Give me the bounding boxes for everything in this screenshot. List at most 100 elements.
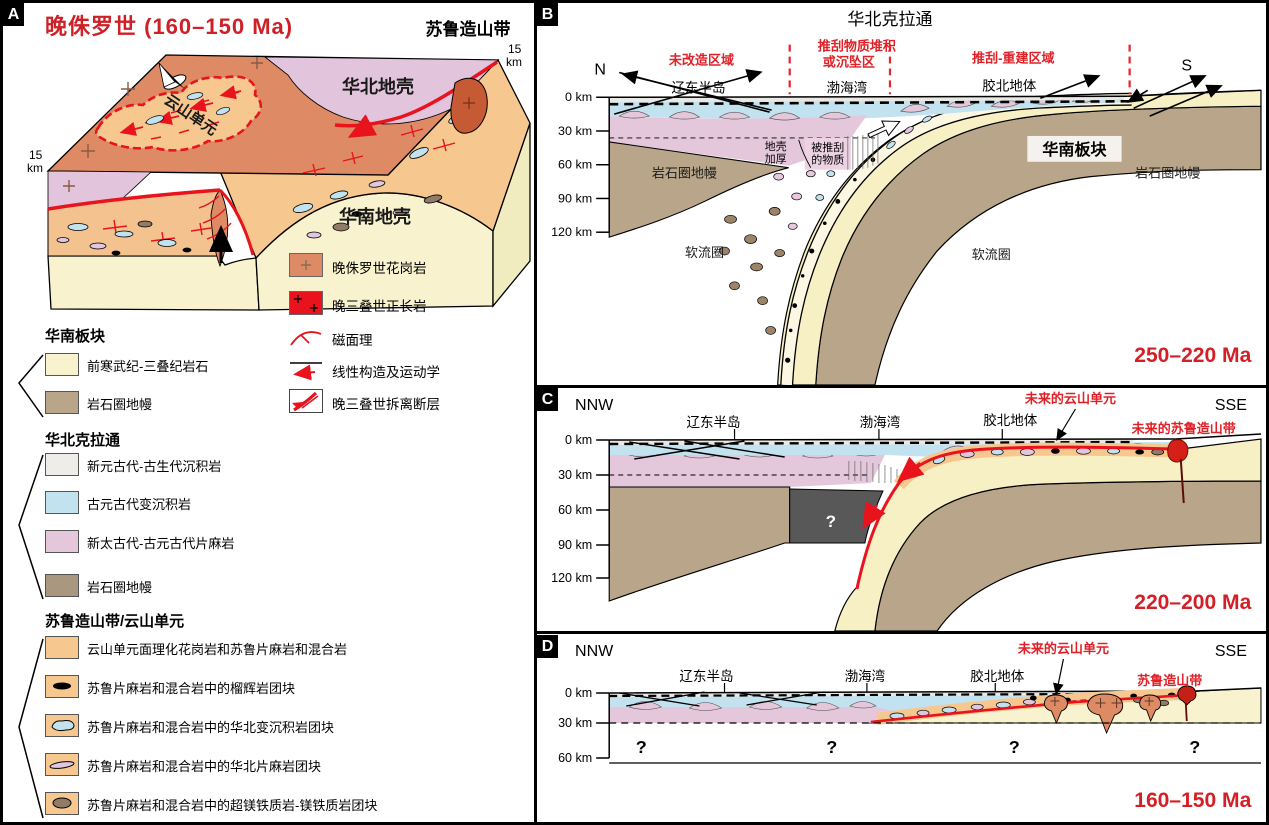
yunshan-unit-region (94, 75, 263, 152)
ncc-mantle-wedge (608, 141, 789, 238)
delaminated-blocks (719, 170, 836, 335)
kinematic-arrows (613, 69, 1223, 117)
label-nnw: NNW (575, 396, 614, 414)
legend-item-label: 晚三叠世拆离断层 (332, 397, 440, 412)
detachment-red-arrows (862, 456, 925, 530)
panel-b-age: 250–220 Ma (1134, 344, 1251, 367)
label-south-china-plate: 华南板块 (1042, 140, 1106, 159)
bold-dashed-line (609, 692, 1096, 698)
legend-header-sulu: 苏鲁造山带/云山单元 (45, 613, 185, 630)
label-mantle-left: 岩石圈地幔 (652, 166, 717, 181)
legend-item-label: 岩石圈地幔 (87, 397, 153, 412)
swatch-nc-gneiss-block (45, 753, 79, 776)
label-sse: SSE (1215, 396, 1247, 414)
yunshan-blue-slivers (146, 92, 231, 125)
legend-item-label: 苏鲁片麻岩和混合岩中的华北变沉积岩团块 (87, 720, 335, 735)
depth-labels: 0 km 30 km 60 km (558, 686, 592, 765)
svg-text:胶北地体: 胶北地体 (970, 668, 1025, 684)
slab-motion-arrow (867, 120, 901, 139)
surface-faults (619, 691, 823, 707)
place-labels: 辽东半岛 渤海湾 胶北地体 (671, 77, 1036, 95)
svg-text:30 km: 30 km (558, 468, 592, 482)
label-scraped-1: 被推刮 (811, 140, 844, 154)
question-mark: ? (826, 512, 836, 531)
legend-brackets (18, 354, 44, 819)
panel-c-cross-section: ? (551, 391, 1262, 631)
svg-text:0 km: 0 km (565, 433, 592, 447)
place-ticks (723, 683, 996, 692)
panel-a-block-diagram: 华北地壳 云山单元 华南地壳 苏鲁造山带 15 km 15 km (27, 19, 531, 311)
label-future-sulu: 未来的苏鲁造山带 (1131, 421, 1236, 436)
svg-text:90 km: 90 km (558, 191, 592, 205)
surface-faults (629, 440, 785, 460)
svg-text:0 km: 0 km (565, 686, 592, 700)
granite-plutons (1043, 685, 1197, 735)
panel-b-cross-section: 0 km 30 km 60 km 90 km 120 km 华北克拉通 N S … (551, 10, 1262, 385)
scale-right-km: km (506, 55, 522, 69)
panel-divider-cd (534, 631, 1266, 634)
future-yunshan-arrow (1053, 658, 1065, 696)
svg-text:辽东半岛: 辽东半岛 (686, 415, 740, 430)
svg-text:90 km: 90 km (558, 538, 592, 552)
place-labels: 辽东半岛 渤海湾 胶北地体 (679, 668, 1024, 684)
label-sse: SSE (1215, 642, 1247, 660)
panel-b-badge: B (537, 3, 558, 26)
legend-item-label: 线性构造及运动学 (332, 365, 440, 380)
panel-a-badge: A (3, 3, 24, 26)
future-yunshan-arrow (1056, 408, 1076, 442)
legend-item-label: 磁面理 (332, 333, 373, 348)
scraped-material-zone (798, 132, 879, 170)
panel-c-badge: C (537, 388, 558, 411)
swatch-paleoproterozoic-metased (45, 491, 79, 514)
depth-axis (596, 96, 610, 233)
swatch-yunshan-granite (45, 636, 79, 659)
label-nnw: NNW (575, 642, 614, 660)
svg-text:胶北地体: 胶北地体 (982, 77, 1037, 93)
svg-text:推刮物质堆积: 推刮物质堆积 (818, 39, 896, 54)
svg-text:渤海湾: 渤海湾 (860, 414, 901, 430)
swatch-precambrian-triassic (45, 353, 79, 376)
svg-text:?: ? (636, 737, 647, 757)
depth-axis (596, 439, 610, 579)
scale-left-15: 15 (29, 148, 43, 162)
zone-labels: 未改造区域 推刮物质堆积 或沉坠区 推刮-重建区域 (668, 39, 1055, 70)
slab-crust (777, 89, 1262, 385)
svg-text:60 km: 60 km (558, 158, 592, 172)
label-asthenosphere-right: 软流圈 (972, 247, 1011, 262)
legend-item-label: 苏鲁片麻岩和混合岩中的超镁铁质岩-镁铁质岩团块 (87, 798, 378, 813)
swatch-neoproterozoic-sediment (45, 453, 79, 476)
zone-boundary-dashes (788, 44, 1131, 95)
legend: 华南板块 前寒武纪-三叠纪岩石 岩石圈地幔 华北克拉通 新元古代-古生代沉积岩 … (3, 321, 534, 822)
label-s: S (1181, 58, 1192, 75)
legend-right: 晚侏罗世花岗岩 晚三叠世正长岩 磁面理 线性构造及运动学 晚三叠世拆离断层 (289, 253, 534, 423)
swatch-ultramafic-block (45, 792, 79, 815)
legend-item-label: 岩石圈地幔 (87, 580, 153, 595)
svg-text:60 km: 60 km (558, 751, 592, 765)
swatch-late-jurassic-granite (289, 253, 323, 277)
svg-text:胶北地体: 胶北地体 (983, 412, 1038, 428)
panel-c-age: 220–200 Ma (1134, 591, 1251, 614)
label-south-china-crust: 华南地壳 (339, 206, 411, 227)
legend-header-north-china: 华北克拉通 (45, 432, 121, 449)
legend-item-label: 苏鲁片麻岩和混合岩中的榴辉岩团块 (87, 681, 296, 696)
svg-text:?: ? (826, 737, 837, 757)
scale-right-15: 15 (508, 42, 522, 56)
swatch-lithospheric-mantle-nc (45, 574, 79, 597)
panel-divider-bc (534, 385, 1266, 388)
label-future-yunshan: 未来的云山单元 (1017, 641, 1109, 656)
detachment-fault-icon (289, 389, 323, 413)
scale-left-km: km (27, 161, 43, 175)
svg-text:30 km: 30 km (558, 124, 592, 138)
depth-labels: 0 km 30 km 60 km 90 km 120 km (551, 90, 592, 239)
svg-text:未改造区域: 未改造区域 (668, 53, 734, 68)
panel-divider-vertical (534, 3, 537, 822)
pink-bumps (628, 701, 877, 711)
legend-item-label: 古元古代变沉积岩 (87, 497, 192, 512)
swatch-late-triassic-syenite (289, 291, 323, 315)
panel-d-cross-section: 0 km 30 km 60 km ? ? ? ? NNW SSE 辽东半岛 渤海… (558, 641, 1262, 812)
legend-item-label: 云山单元面理化花岗岩和苏鲁片麻岩和混合岩 (87, 642, 348, 657)
panel-d-badge: D (537, 635, 558, 658)
label-crust-thicken-1: 地壳 (765, 139, 787, 153)
svg-text:推刮-重建区域: 推刮-重建区域 (972, 51, 1055, 66)
svg-text:辽东半岛: 辽东半岛 (671, 80, 725, 95)
